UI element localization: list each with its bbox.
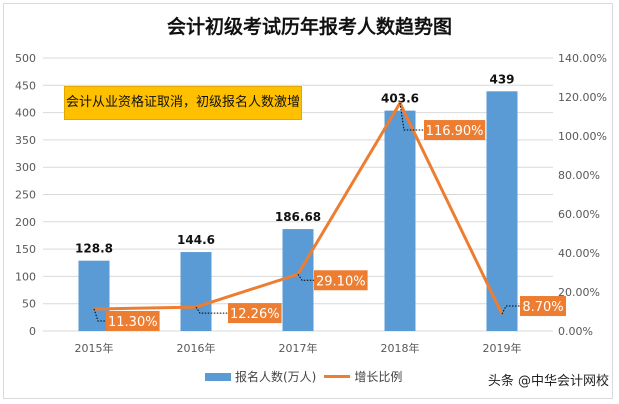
line-data-label: 11.30%: [108, 315, 158, 330]
left-axis-tick: 0: [29, 325, 36, 338]
bar: [384, 110, 416, 331]
line-data-label: 12.26%: [230, 307, 280, 322]
x-axis-tick: 2016年: [177, 341, 216, 355]
right-axis-tick: 120.00%: [558, 91, 607, 104]
legend: 报名人数(万人) 增长比例: [205, 368, 402, 385]
left-axis-tick: 100: [15, 270, 36, 283]
left-axis-tick: 400: [15, 107, 36, 120]
chart-title: 会计初级考试历年报考人数趋势图: [166, 16, 452, 38]
leader-line: [93, 308, 106, 322]
bar: [180, 252, 212, 331]
x-axis-tick: 2019年: [483, 341, 522, 355]
leader-line: [501, 305, 520, 315]
right-axis-tick: 140.00%: [558, 52, 607, 65]
leader-line: [399, 102, 424, 131]
bar: [78, 260, 110, 331]
bar: [282, 229, 314, 331]
right-axis-tick: 80.00%: [558, 169, 600, 182]
chart-frame: [3, 3, 613, 399]
bar-data-label: 403.6: [381, 92, 419, 106]
right-axis-tick: 100.00%: [558, 130, 607, 143]
leader-line: [195, 306, 228, 314]
line-data-label-box: [520, 296, 566, 317]
right-axis-tick: 20.00%: [558, 286, 600, 299]
bar-data-label: 144.6: [177, 233, 215, 247]
left-axis-tick: 500: [15, 52, 36, 65]
leader-line: [297, 273, 314, 281]
left-axis-tick: 200: [15, 216, 36, 229]
x-axis-tick: 2015年: [75, 341, 114, 355]
legend-bar-label: 报名人数(万人): [235, 370, 317, 384]
watermark: 头条 @中华会计网校: [487, 374, 609, 389]
right-axis-tick: 60.00%: [558, 208, 600, 221]
right-axis-tick: 0.00%: [558, 325, 593, 338]
line-data-label: 29.10%: [316, 274, 366, 289]
left-axis-tick: 350: [15, 134, 36, 147]
line-data-label: 8.70%: [522, 300, 563, 315]
left-axis-tick: 250: [15, 189, 36, 202]
line-data-label-box: [314, 270, 368, 291]
x-axis-tick: 2018年: [381, 341, 420, 355]
bar-data-label: 439: [489, 72, 514, 86]
legend-line-label: 增长比例: [354, 370, 403, 384]
line-data-label-box: [228, 303, 282, 324]
left-axis-tick: 450: [15, 79, 36, 92]
annotation-box: 会计从业资格证取消，初级报名人数激增: [64, 86, 302, 120]
line-data-label: 116.90%: [426, 124, 484, 139]
right-axis-tick: 40.00%: [558, 247, 600, 260]
line-data-label-box: [106, 310, 160, 331]
bar-data-label: 186.68: [275, 210, 321, 224]
bar: [486, 91, 518, 331]
x-axis-tick: 2017年: [279, 341, 318, 355]
left-axis-tick: 50: [22, 298, 36, 311]
legend-line-swatch: [324, 375, 351, 378]
line-data-label-box: [424, 120, 486, 141]
left-axis-tick: 300: [15, 161, 36, 174]
legend-bar-swatch: [205, 372, 231, 381]
bar-data-label: 128.8: [75, 242, 113, 256]
left-axis-tick: 150: [15, 243, 36, 256]
